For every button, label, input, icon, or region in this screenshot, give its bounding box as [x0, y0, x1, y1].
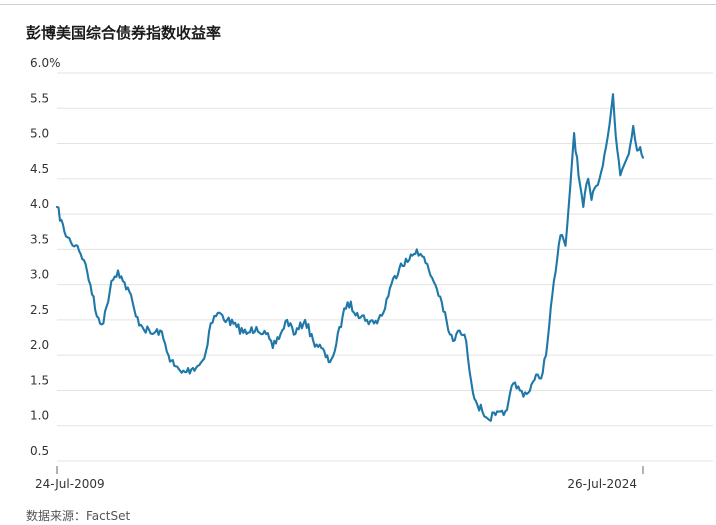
x-tick-label-end: 26-Jul-2024: [567, 477, 637, 491]
y-tick-label: 5.5: [30, 91, 49, 105]
y-tick-label: 3.5: [30, 232, 49, 246]
chart-title: 彭博美国综合债券指数收益率: [26, 24, 222, 42]
y-tick-label: 1.5: [30, 373, 49, 387]
top-divider: [0, 4, 716, 5]
y-tick-label: 3.0: [30, 268, 49, 282]
source-note: 数据来源：FactSet: [26, 509, 131, 523]
y-tick-label: 0.5: [30, 444, 49, 458]
x-tick-label-start: 24-Jul-2009: [35, 477, 105, 491]
y-tick-label: 5.0: [30, 127, 49, 141]
y-tick-label: 1.0: [30, 409, 49, 423]
y-tick-label: 4.5: [30, 162, 49, 176]
y-tick-label: 4.0: [30, 197, 49, 211]
y-tick-label: 2.0: [30, 338, 49, 352]
series-line-yield: [55, 93, 645, 422]
y-tick-label: 6.0%: [30, 56, 61, 70]
y-tick-label: 2.5: [30, 303, 49, 317]
